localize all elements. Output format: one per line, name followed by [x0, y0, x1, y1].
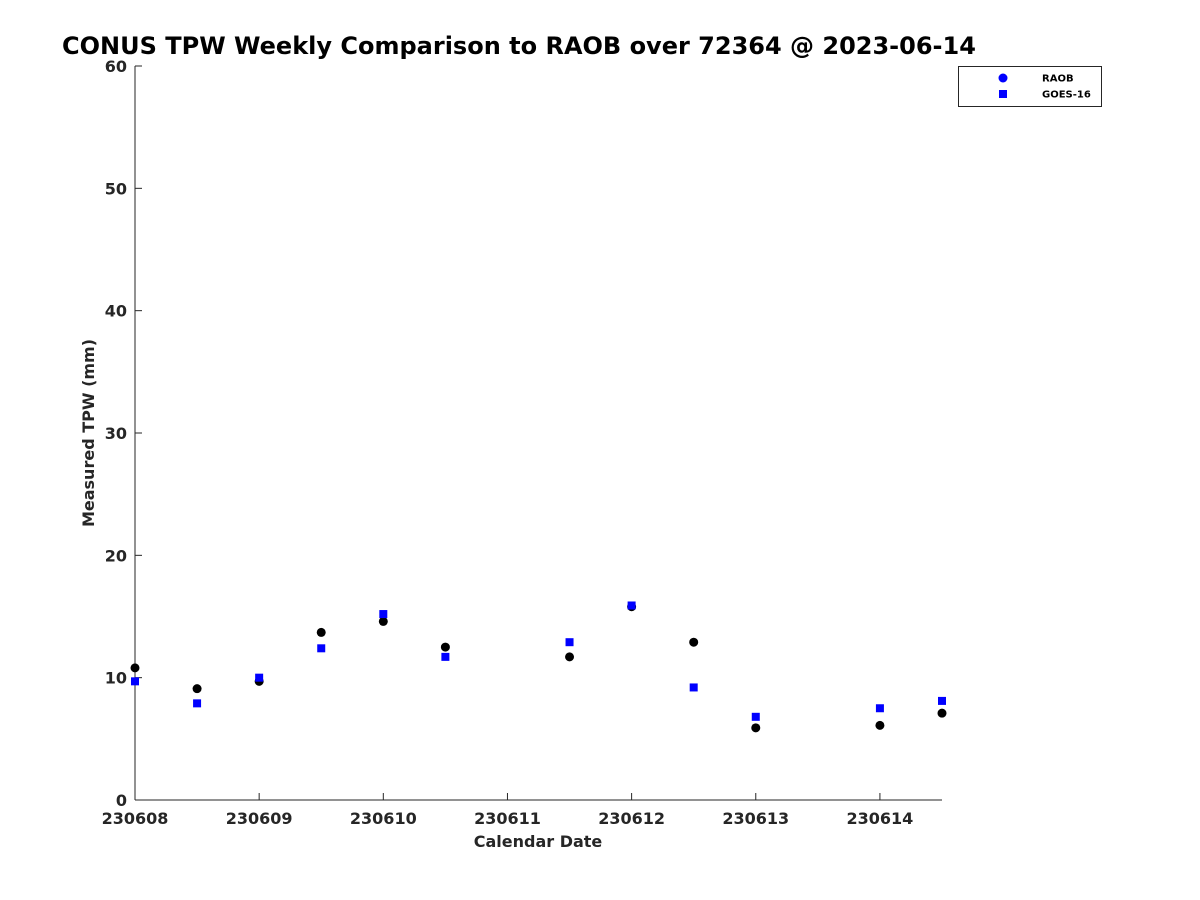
- x-ticks: 230608 230609 230610 230611 230612 230613 2306…: [102, 793, 914, 828]
- x-tick-label: 230609: [226, 809, 293, 828]
- y-axis-label: Measured TPW (mm): [79, 339, 98, 527]
- point-goes-16: [441, 652, 450, 661]
- y-tick-label: 20: [105, 546, 127, 565]
- point-raob: [440, 642, 450, 652]
- point-goes-16: [193, 699, 202, 708]
- x-tick-label: 230610: [350, 809, 417, 828]
- legend-label-goes: GOES-16: [1042, 90, 1091, 101]
- point-goes-16: [938, 696, 946, 705]
- x-tick-label: 230612: [598, 809, 665, 828]
- legend-box: [958, 66, 1102, 107]
- legend-marker-goes: [999, 90, 1007, 98]
- point-goes-16: [875, 704, 884, 713]
- point-raob: [937, 708, 947, 718]
- point-raob: [316, 627, 326, 637]
- point-goes-16: [379, 610, 388, 619]
- y-tick-label: 50: [105, 179, 127, 198]
- point-goes-16: [565, 638, 574, 647]
- point-raob: [565, 652, 575, 662]
- point-raob: [689, 637, 699, 647]
- point-goes-16: [255, 673, 264, 682]
- data-points: [130, 601, 947, 733]
- legend-marker-raob: [998, 73, 1008, 83]
- chart-title: CONUS TPW Weekly Comparison to RAOB over…: [62, 32, 976, 60]
- point-raob: [192, 684, 202, 694]
- x-axis-label: Calendar Date: [474, 832, 603, 851]
- x-tick-label: 230614: [847, 809, 914, 828]
- legend-label-raob: RAOB: [1042, 74, 1074, 85]
- axes: [134, 66, 942, 801]
- point-goes-16: [627, 601, 636, 610]
- point-goes-16: [317, 644, 326, 653]
- x-tick-label: 230611: [474, 809, 541, 828]
- x-tick-label: 230613: [722, 809, 789, 828]
- point-goes-16: [751, 712, 760, 721]
- y-tick-label: 10: [105, 669, 127, 688]
- y-tick-label: 30: [105, 424, 127, 443]
- point-raob: [130, 663, 140, 673]
- point-raob: [875, 720, 885, 730]
- point-raob: [751, 723, 761, 733]
- point-goes-16: [131, 677, 139, 686]
- point-goes-16: [689, 683, 698, 692]
- y-tick-label: 0: [116, 791, 127, 810]
- point-raob: [378, 616, 388, 626]
- x-tick-label: 230608: [102, 809, 169, 828]
- legend: RAOB GOES-16: [958, 66, 1102, 107]
- y-tick-label: 40: [105, 302, 127, 321]
- y-tick-label: 60: [105, 57, 127, 76]
- y-ticks: 0 10 20 30 40 50 60: [105, 57, 142, 810]
